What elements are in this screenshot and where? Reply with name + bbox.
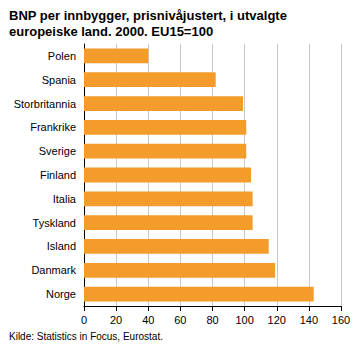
- svg-text:160: 160: [332, 314, 350, 326]
- svg-text:Spania: Spania: [42, 74, 77, 86]
- svg-text:60: 60: [174, 314, 186, 326]
- svg-text:80: 80: [206, 314, 218, 326]
- svg-text:Sverige: Sverige: [39, 145, 76, 157]
- svg-text:Frankrike: Frankrike: [30, 121, 76, 133]
- svg-text:europeiske land. 2000. EU15=10: europeiske land. 2000. EU15=100: [9, 24, 213, 39]
- svg-text:100: 100: [235, 314, 253, 326]
- svg-text:20: 20: [110, 314, 122, 326]
- svg-text:Italia: Italia: [53, 193, 77, 205]
- svg-text:Finland: Finland: [40, 169, 76, 181]
- svg-text:120: 120: [268, 314, 286, 326]
- svg-text:Island: Island: [47, 240, 76, 252]
- svg-text:Norge: Norge: [46, 288, 76, 300]
- svg-text:Danmark: Danmark: [31, 264, 76, 276]
- svg-text:BNP per innbygger, prisnivåjus: BNP per innbygger, prisnivåjustert, i ut…: [9, 8, 291, 23]
- svg-text:140: 140: [300, 314, 318, 326]
- svg-text:Tyskland: Tyskland: [33, 217, 76, 229]
- svg-text:Polen: Polen: [48, 50, 76, 62]
- svg-text:0: 0: [81, 314, 87, 326]
- svg-text:Kilde: Statistics in Focus, Eu: Kilde: Statistics in Focus, Eurostat.: [9, 331, 163, 342]
- svg-text:40: 40: [142, 314, 154, 326]
- svg-text:Storbritannia: Storbritannia: [14, 98, 77, 110]
